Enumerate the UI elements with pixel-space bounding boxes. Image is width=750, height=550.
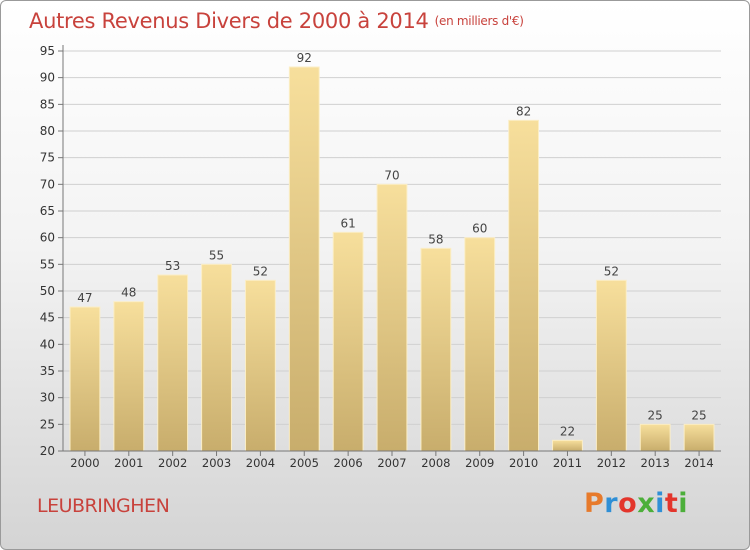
- bar-value-label: 48: [121, 286, 136, 300]
- bar-value-label: 58: [428, 232, 443, 246]
- bar-value-label: 92: [297, 51, 312, 65]
- y-tick-label: 80: [40, 124, 55, 138]
- logo-letter: r: [604, 488, 619, 519]
- y-tick-label: 50: [40, 284, 55, 298]
- logo-letter: P: [584, 488, 605, 519]
- bar: [288, 66, 320, 452]
- y-tick-label: 75: [40, 151, 55, 165]
- bar: [376, 183, 408, 452]
- y-tick-label: 25: [40, 417, 55, 431]
- logo-letter: t: [664, 488, 679, 519]
- bar-value-label: 25: [691, 408, 706, 422]
- x-tick-label: 2007: [377, 456, 406, 470]
- x-tick-label: 2010: [509, 456, 538, 470]
- x-tick-label: 2008: [421, 456, 450, 470]
- bar: [244, 279, 276, 452]
- bar-value-label: 22: [560, 424, 575, 438]
- x-tick-label: 2013: [641, 456, 670, 470]
- logo-letter: i: [655, 488, 665, 519]
- chart-title-text: Autres Revenus Divers de 2000 à 2014: [29, 9, 429, 33]
- bar-value-label: 52: [253, 264, 268, 278]
- x-tick-label: 2001: [114, 456, 143, 470]
- bar-value-label: 55: [209, 248, 224, 262]
- bar: [201, 263, 232, 452]
- bar-value-label: 47: [77, 291, 92, 305]
- place-name: LEUBRINGHEN: [37, 495, 170, 517]
- bar: [332, 231, 364, 452]
- logo-letter: i: [678, 488, 689, 519]
- bar: [552, 439, 583, 452]
- bar: [69, 306, 101, 452]
- x-tick-label: 2012: [597, 456, 626, 470]
- logo-letter: x: [637, 488, 656, 519]
- bar-value-label: 53: [165, 259, 180, 273]
- y-tick-label: 65: [40, 204, 55, 218]
- y-tick-label: 45: [40, 311, 55, 325]
- y-tick-label: 90: [40, 71, 55, 85]
- bar-value-label: 70: [384, 168, 399, 182]
- x-tick-label: 2000: [70, 456, 99, 470]
- y-tick-label: 20: [40, 444, 55, 458]
- x-axis: 2000 2001 2002 2003 2004 2005 2006 2007 2008 2009…: [63, 450, 721, 470]
- proxiti-logo: Proxiti: [584, 488, 688, 519]
- bar-value-label: 52: [604, 264, 619, 278]
- bar: [683, 423, 715, 452]
- x-tick-label: 2011: [553, 456, 582, 470]
- bar: [508, 119, 540, 452]
- x-tick-label: 2014: [684, 456, 713, 470]
- y-tick-label: 40: [40, 337, 55, 351]
- y-tick-label: 35: [40, 364, 55, 378]
- bar-value-label: 61: [340, 216, 355, 230]
- x-tick-label: 2009: [465, 456, 494, 470]
- bar: [595, 279, 627, 452]
- bar: [420, 247, 452, 452]
- y-axis: 20 25 30 35 40 45 50 55 60 65 70 75 80 85 90 95: [40, 44, 64, 458]
- x-tick-label: 2005: [290, 456, 319, 470]
- x-tick-label: 2003: [202, 456, 231, 470]
- bar-value-label: 25: [648, 408, 663, 422]
- bar: [113, 301, 145, 452]
- bar-value-label: 60: [472, 222, 487, 236]
- bars: 47 48 53 55 52 92 61 70 58 60 82 22 52 25 25: [69, 51, 715, 452]
- x-tick-label: 2006: [333, 456, 362, 470]
- y-tick-label: 30: [40, 391, 55, 405]
- y-tick-label: 70: [40, 177, 55, 191]
- y-tick-label: 55: [40, 257, 55, 271]
- chart-title: Autres Revenus Divers de 2000 à 2014 (en …: [29, 9, 524, 33]
- x-tick-label: 2002: [158, 456, 187, 470]
- y-tick-label: 60: [40, 231, 55, 245]
- logo-letter: o: [618, 488, 638, 519]
- bar: [464, 237, 496, 452]
- bar: [639, 423, 671, 452]
- bar-value-label: 82: [516, 104, 531, 118]
- y-tick-label: 95: [40, 44, 55, 58]
- bar: [157, 274, 189, 452]
- chart-unit: (en milliers d'€): [434, 14, 524, 28]
- x-tick-label: 2004: [246, 456, 275, 470]
- y-tick-label: 85: [40, 97, 55, 111]
